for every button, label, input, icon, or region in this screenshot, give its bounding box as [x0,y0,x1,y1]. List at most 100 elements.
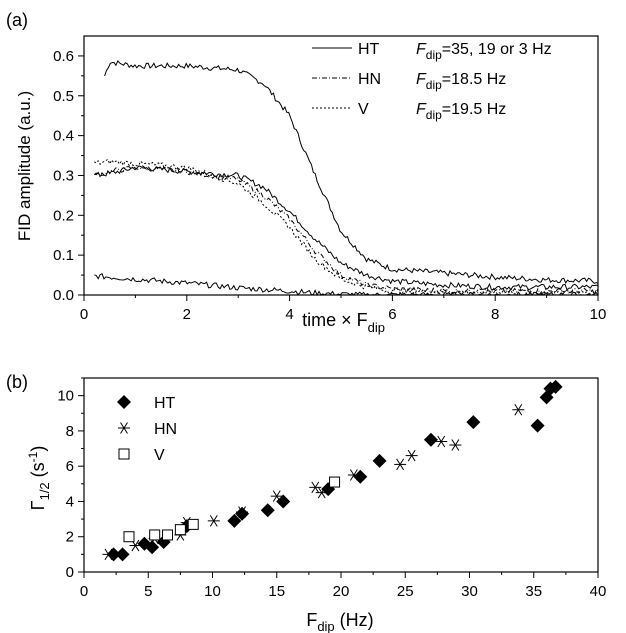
panel-a-trace-v-4 [94,158,599,296]
panel-a-legend-note: Fdip=35, 19 or 3 Hz [416,41,552,62]
panel-a-frame [83,35,599,296]
panel-b-point-v [329,476,341,488]
panel-b-point-ht [145,540,160,555]
panel-b-point-ht [276,494,291,509]
panel-b-point-ht [115,547,130,562]
panel-b-x-axis-title-unit: (Hz) [335,610,374,630]
panel-b-point-ht [260,503,275,518]
panel-b-point-hn [405,449,418,462]
panel-a-legend-label: V [358,101,369,118]
panel-b-legend-marker-ht [117,395,131,409]
panel-b-y-axis-title: Γ1/2 (s-1) [26,446,52,511]
panel-b-point-v [174,524,186,536]
panel-b-point-hn [207,515,220,527]
panel-b-point-hn [512,403,525,416]
panel-b-x-axis-title-main: F [306,610,317,630]
panel-a-legend-note: Fdip=18.5 Hz [416,71,506,92]
panel-a-x-tick-label: 0 [80,306,88,323]
panel-b-point-hn [309,481,322,494]
panel-b-point-v [162,529,174,541]
panel-b-y-tick-label: 2 [66,529,74,546]
panel-a-y-tick-label: 0.3 [53,167,74,184]
panel-b-legend-label: V [154,447,165,464]
panel-a-trace-ht-1 [94,165,599,291]
panel-a-x-axis: 0 2 4 6 8 10 [80,295,607,323]
panel-a-trace-ht-2 [94,272,599,297]
panel-b-y-axis-title-sup: -1 [26,451,40,462]
panel-a-trace-ht-0 [104,60,599,284]
panel-a-label: (a) [6,10,28,30]
panel-a-y-tick-label: 0.1 [53,247,74,264]
panel-b-legend-label: HT [154,395,176,412]
panel-b-x-tick-label: 5 [144,583,152,600]
panel-a-x-tick-label: 2 [183,306,191,323]
panel-b-x-tick-label: 20 [333,583,350,600]
panel-a-x-tick-label: 10 [590,306,607,323]
panel-b-point-hn [102,548,115,561]
panel-b-legend-marker-hn [118,422,130,434]
panel-b-point-ht [372,453,387,468]
panel-a-legend-label: HN [358,71,381,88]
panel-b-point-v [187,518,199,530]
panel-b-x-tick-label: 15 [268,583,285,600]
panel-a-x-tick-label: 8 [491,306,499,323]
panel-b-y-axis-title-sub: 1/2 [37,482,52,500]
panel-b-x-tick-label: 0 [80,583,88,600]
panel-a-y-axis-title: FID amplitude (a.u.) [15,91,34,241]
panel-a-x-tick-label: 6 [388,306,396,323]
panel-b-y-axis-title-unit: (s [28,462,48,482]
panel-a-y-tick-label: 0.4 [53,128,74,145]
panel-b-point-hn [435,435,448,448]
panel-b-x-tick-label: 30 [461,583,478,600]
panel-b-point-ht [423,432,438,447]
panel-b-point-hn [449,439,462,451]
panel-b-x-axis-title: Fdip (Hz) [306,610,373,633]
panel-b-point-v [123,531,135,543]
panel-a-series [93,60,599,297]
panel-a-x-axis-title-main: time × F [302,310,368,330]
panel-b-x-tick-label: 40 [590,583,607,600]
panel-b-point-hn [270,490,283,502]
panel-b-x-axis-title-sub: dip [317,619,334,633]
panel-a-x-axis-title-sub: dip [368,320,385,335]
panel-a-y-axis: 0.0 0.1 0.2 0.3 0.4 0.5 0.6 [53,48,84,304]
panel-b-points [102,379,563,562]
panel-b-legend-label: HN [154,421,177,438]
panel-a-x-tick-label: 4 [285,306,293,323]
panel-b-point-hn [315,486,328,499]
panel-b-point-ht [530,418,545,433]
panel-b-point-ht [466,415,481,430]
panel-a-legend: HT Fdip=35, 19 or 3 Hz HN Fdip=18.5 Hz V Fdip… [312,41,552,122]
panel-a-legend-label: HT [358,41,380,58]
panel-a-legend-note: Fdip=19.5 Hz [416,101,506,122]
panel-a-trace-hn-3 [93,165,599,295]
panel-b-point-hn [394,458,407,471]
panel-b-point-hn [347,469,360,481]
panel-b-y-tick-label: 8 [66,423,74,440]
panel-b-y-axis-title-main: Γ [28,500,48,510]
panel-a-y-tick-label: 0.5 [53,88,74,105]
panel-b-point-hn [236,506,249,518]
panel-b-x-axis: 0 5 10 15 20 25 30 35 40 [80,572,607,600]
panel-b-y-tick-label: 6 [66,458,74,475]
panel-b-y-tick-label: 4 [66,493,74,510]
panel-b-x-tick-label: 10 [204,583,221,600]
panel-b-y-axis-title-close: ) [28,446,48,452]
panel-b-legend-marker-v [118,448,130,460]
panel-b-y-axis: 0 2 4 6 8 10 [57,377,84,581]
panel-a-x-axis-title: time × Fdip [302,310,385,335]
panel-b-label: (b) [6,372,28,392]
panel-b-x-tick-label: 35 [525,583,542,600]
panel-b-point-v [149,529,161,541]
panel-a-y-tick-label: 0.6 [53,48,74,65]
panel-b-y-tick-label: 10 [57,388,74,405]
panel-a: (a) 0.0 0.1 0.2 0.3 0.4 0.5 0.6 0 2 4 6 8 10 FID am… [6,10,606,335]
panel-b-y-tick-label: 0 [66,564,74,581]
panel-b-legend: HT HN V [117,395,177,464]
panel-a-y-tick-label: 0.0 [53,287,74,304]
panel-b-point-ht [227,513,242,528]
panel-a-y-tick-label: 0.2 [53,207,74,224]
panel-b-point-ht [548,379,563,394]
